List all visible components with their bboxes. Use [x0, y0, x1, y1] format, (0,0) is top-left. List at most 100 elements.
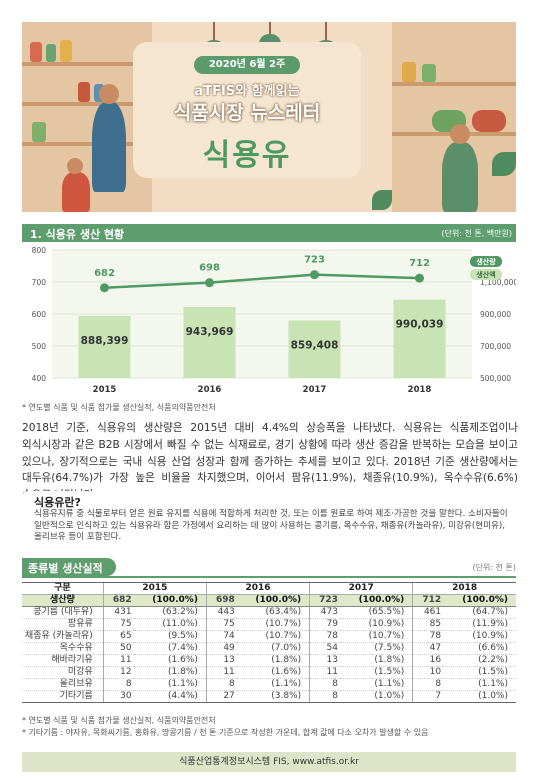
share-cell: (1.8%) — [236, 654, 310, 667]
table-footnote: * 기타기름 : 야자유, 목화씨기름, 홍화유, 땅콩기름 / 천 톤 기준으… — [22, 728, 429, 737]
volume-cell: 49 — [205, 642, 237, 655]
share-cell: (7.0%) — [236, 642, 310, 655]
volume-cell: 65 — [102, 630, 134, 643]
oil-type-label: 팜유류 — [22, 618, 104, 631]
volume-cell: 8 — [205, 678, 237, 691]
volume-cell: 7 — [412, 690, 444, 703]
shopper-illustration — [92, 102, 126, 192]
table-row: 콩기름 (대두유) 431 (63.2%) 443 (63.4%) 473 (65.5%) 4… — [22, 606, 516, 619]
bar-label: 943,969 — [186, 326, 234, 338]
volume-cell: 85 — [412, 618, 444, 631]
volume-cell: 27 — [205, 690, 237, 703]
volume-cell: 13 — [205, 654, 237, 667]
oil-type-label: 기타기름 — [22, 690, 104, 703]
volume-cell: 50 — [102, 642, 134, 655]
year-header: 2015 — [102, 582, 207, 595]
issue-date-badge: 2020년 6월 2주 — [194, 56, 300, 74]
oil-type-label: 미강유 — [22, 666, 104, 679]
total-row-label: 생산량 — [22, 594, 104, 607]
share-cell: (64.7%) — [443, 606, 516, 619]
line-point — [415, 273, 424, 283]
total-share: (100.0%) — [133, 594, 207, 607]
section-title: 종류별 생산실적 — [28, 562, 103, 575]
volume-cell: 461 — [412, 606, 444, 619]
volume-cell: 78 — [412, 630, 444, 643]
volume-cell: 11 — [309, 666, 340, 679]
volume-cell: 12 — [102, 666, 134, 679]
volume-cell: 79 — [309, 618, 340, 631]
legend-swatch-value — [470, 269, 502, 280]
share-cell: (1.5%) — [339, 666, 413, 679]
share-cell: (10.7%) — [236, 630, 310, 643]
share-cell: (1.1%) — [443, 678, 516, 691]
section-title: 1. 식용유 생산 현황 — [30, 228, 125, 241]
production-table: 구분 2015 2016 2017 2018 생산량 682 (100.0%) … — [22, 582, 516, 703]
left-axis-tick: 600 — [32, 310, 47, 319]
banner-topic: 식용유 — [202, 138, 292, 173]
legend-label: 생산량 — [476, 257, 496, 266]
oil-type-label: 올리브유 — [22, 678, 104, 691]
shopper-illustration — [442, 142, 478, 212]
oil-type-label: 채종유 (카놀라유) — [22, 630, 104, 643]
volume-cell: 16 — [412, 654, 444, 667]
total-value: 682 — [102, 594, 134, 607]
x-axis-tick: 2018 — [408, 385, 432, 395]
table-row: 미강유 12 (1.8%) 11 (1.6%) 11 (1.5%) 10 (1.5%) — [22, 666, 516, 679]
share-cell: (7.5%) — [339, 642, 413, 655]
left-axis-tick: 400 — [32, 374, 47, 383]
legend-swatch-volume — [470, 256, 502, 267]
share-cell: (1.0%) — [339, 690, 413, 703]
bar-label: 888,399 — [81, 335, 129, 347]
volume-cell: 8 — [412, 678, 444, 691]
share-cell: (6.6%) — [443, 642, 516, 655]
share-cell: (10.7%) — [339, 630, 413, 643]
header-banner — [22, 22, 516, 212]
share-cell: (4.4%) — [133, 690, 207, 703]
table-row: 올리브유 8 (1.1%) 8 (1.1%) 8 (1.1%) 8 (1.1%) — [22, 678, 516, 691]
share-cell: (7.4%) — [133, 642, 207, 655]
right-axis-tick: 700,000 — [480, 342, 511, 351]
series-line — [104, 273, 420, 290]
oil-type-label: 콩기름 (대두유) — [22, 606, 104, 619]
share-cell: (2.2%) — [443, 654, 516, 667]
line-point — [100, 283, 109, 293]
line-label: 682 — [94, 268, 115, 279]
left-axis-tick: 800 — [32, 246, 47, 255]
share-cell: (63.4%) — [236, 606, 310, 619]
line-point — [310, 270, 319, 280]
banner-title: 식품시장 뉴스레터 — [173, 102, 321, 124]
right-axis-tick: 900,000 — [480, 310, 511, 319]
table-row: 해바라기유 11 (1.6%) 13 (1.8%) 13 (1.8%) 16 (2.2%) — [22, 654, 516, 667]
share-cell: (65.5%) — [339, 606, 413, 619]
table-row: 기타기름 30 (4.4%) 27 (3.8%) 8 (1.0%) 7 (1.0%) — [22, 690, 516, 703]
total-share: (100.0%) — [443, 594, 516, 607]
left-axis-tick: 700 — [32, 278, 47, 287]
x-axis-tick: 2016 — [198, 385, 222, 395]
share-cell: (1.0%) — [443, 690, 516, 703]
section-divider — [22, 576, 516, 578]
definition-box: 식용유란? 식용유지류 중 식물로부터 얻은 원료 유지를 식용에 적합하게 처… — [22, 491, 516, 543]
volume-cell: 431 — [102, 606, 134, 619]
oil-type-label: 옥수수유 — [22, 642, 104, 655]
volume-cell: 10 — [412, 666, 444, 679]
share-cell: (11.9%) — [443, 618, 516, 631]
share-cell: (63.2%) — [133, 606, 207, 619]
bar — [393, 299, 446, 378]
share-cell: (1.1%) — [133, 678, 207, 691]
left-axis-tick: 500 — [32, 342, 47, 351]
volume-cell: 47 — [412, 642, 444, 655]
bar — [288, 320, 341, 378]
share-cell: (9.5%) — [133, 630, 207, 643]
share-cell: (3.8%) — [236, 690, 310, 703]
right-axis-tick: 500,000 — [480, 374, 511, 383]
volume-cell: 75 — [205, 618, 237, 631]
table-row: 채종유 (카놀라유) 65 (9.5%) 74 (10.7%) 78 (10.7%) 78 (1… — [22, 630, 516, 643]
total-value: 723 — [309, 594, 340, 607]
table-row: 옥수수유 50 (7.4%) 49 (7.0%) 54 (7.5%) 47 (6.6%) — [22, 642, 516, 655]
share-cell: (10.7%) — [236, 618, 310, 631]
volume-cell: 8 — [102, 678, 134, 691]
line-point — [205, 278, 214, 288]
volume-cell: 443 — [205, 606, 237, 619]
volume-cell: 11 — [102, 654, 134, 667]
share-cell: (1.6%) — [236, 666, 310, 679]
